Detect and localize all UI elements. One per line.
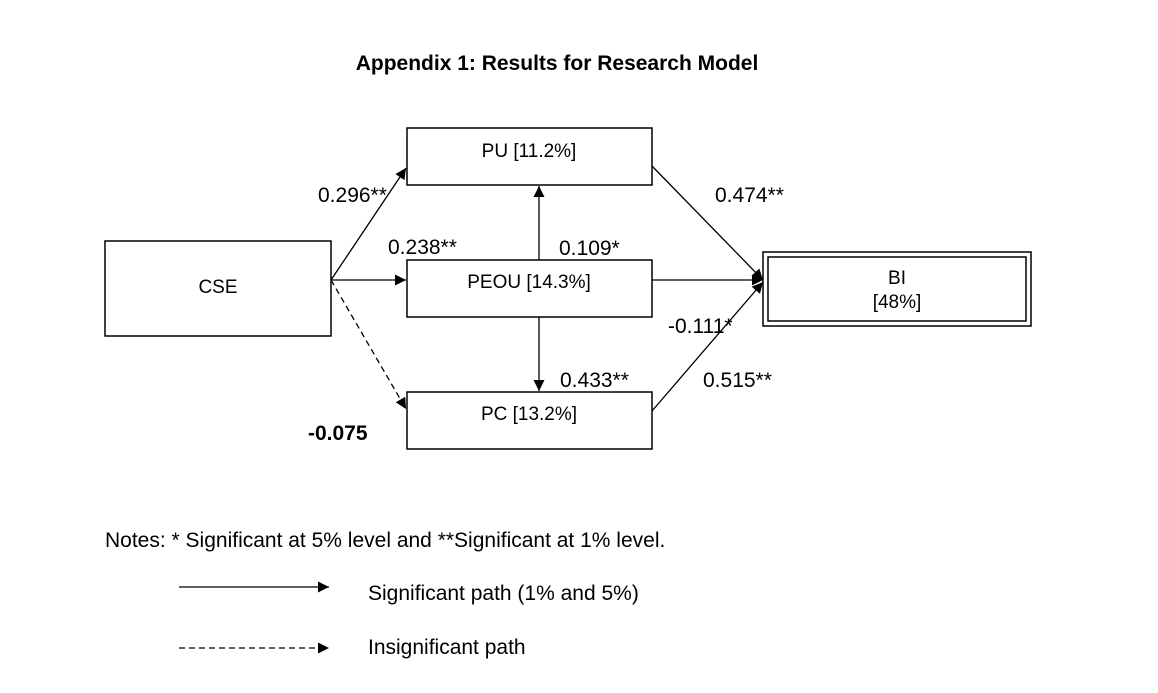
coef-pc-bi: 0.515**	[703, 369, 772, 392]
node-peou-box	[406, 259, 653, 318]
node-pc-box	[406, 391, 653, 450]
coef-cse-pc: -0.075	[308, 422, 368, 445]
legend-insignificant-label: Insignificant path	[368, 636, 526, 659]
node-bi-label-line1: BI	[888, 268, 906, 289]
node-pc-label: PC [13.2%]	[481, 404, 577, 425]
path-cse-pu	[330, 167, 407, 281]
coef-peou-pu: 0.109*	[559, 237, 620, 260]
path-pc-bi	[651, 281, 764, 412]
path-pu-bi	[651, 165, 764, 281]
node-bi-outer-box	[762, 251, 1032, 327]
diagram-title: Appendix 1: Results for Research Model	[356, 52, 759, 75]
node-cse-box	[104, 240, 332, 337]
node-pu-box	[406, 127, 653, 186]
coef-peou-bi: -0.111*	[668, 315, 733, 338]
coef-peou-pc: 0.433**	[560, 369, 629, 392]
notes-text: Notes: * Significant at 5% level and **S…	[105, 529, 665, 552]
coef-cse-peou: 0.238**	[388, 236, 457, 259]
node-peou-label: PEOU [14.3%]	[467, 272, 591, 293]
legend-significant-label: Significant path (1% and 5%)	[368, 582, 639, 605]
node-cse-label: CSE	[198, 277, 237, 298]
coef-cse-pu: 0.296**	[318, 184, 387, 207]
node-pu-label: PU [11.2%]	[482, 141, 577, 162]
node-bi-inner-box	[767, 256, 1027, 322]
path-cse-pc	[330, 279, 407, 410]
coef-pu-bi: 0.474**	[715, 184, 784, 207]
node-bi-label-line2: [48%]	[873, 292, 922, 313]
